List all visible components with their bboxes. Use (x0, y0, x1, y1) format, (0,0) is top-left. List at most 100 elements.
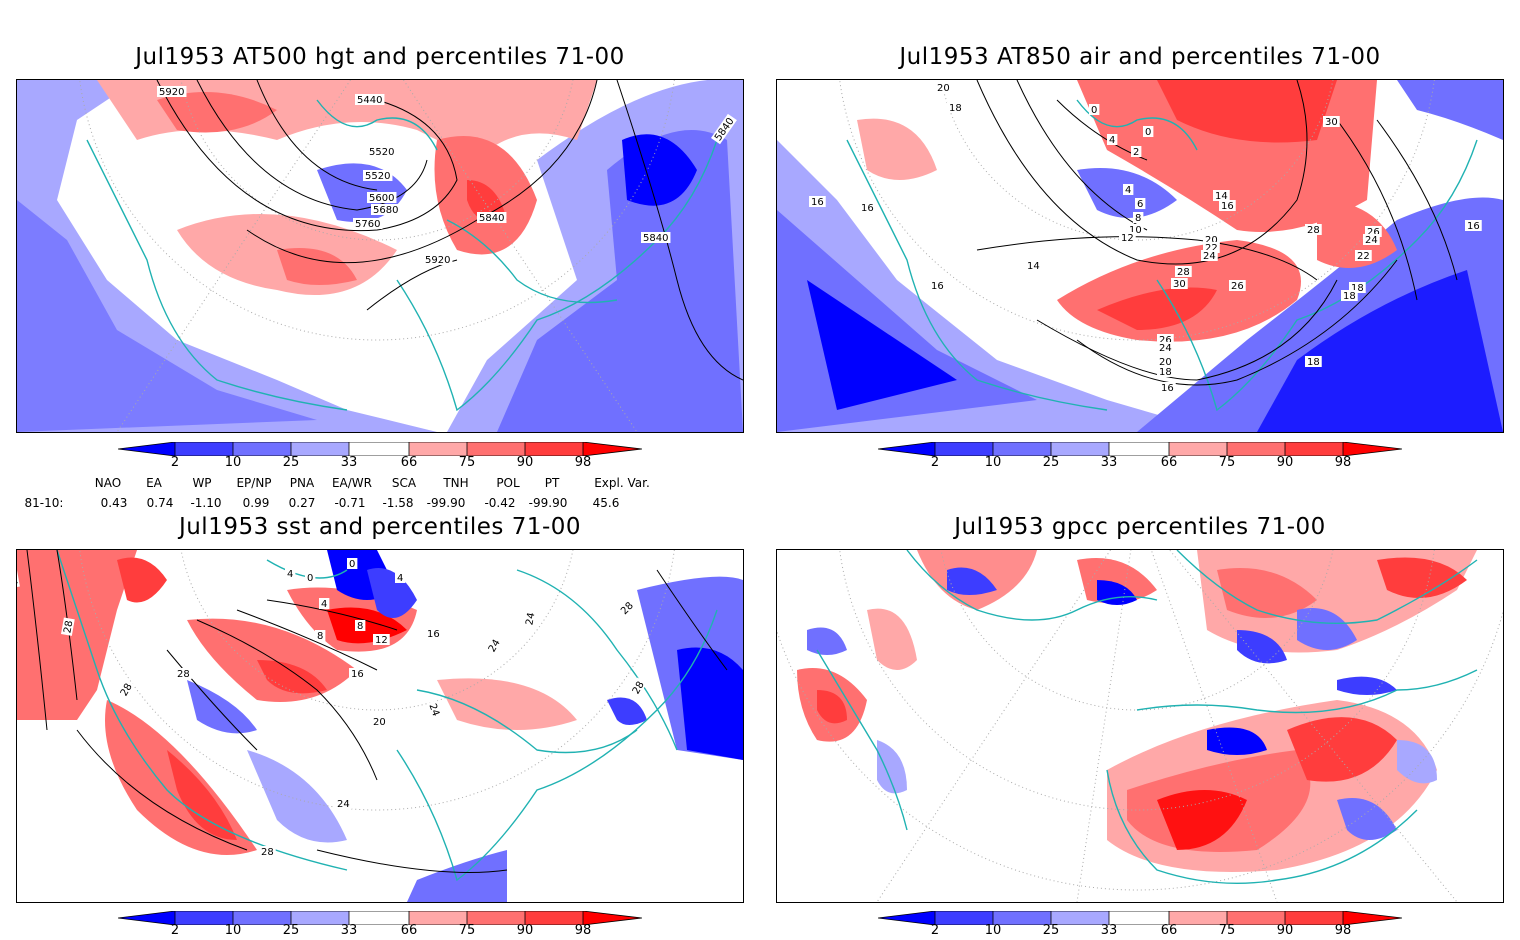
contour-label: 20 (1157, 356, 1174, 368)
index-value: 0.27 (288, 496, 316, 510)
colorbar-tick: 66 (400, 455, 418, 470)
colorbar-tick: 90 (516, 923, 534, 938)
svg-text:8: 8 (357, 621, 363, 632)
index-header: PNA (289, 476, 315, 490)
svg-text:22: 22 (1205, 243, 1218, 254)
contour-label: 26 (1365, 226, 1382, 238)
index-value: 0.99 (242, 496, 270, 510)
svg-text:20: 20 (937, 83, 950, 94)
svg-text:16: 16 (351, 669, 364, 680)
blue-anomaly-bottom (407, 850, 507, 902)
svg-text:0: 0 (1145, 127, 1151, 138)
panel3-title: Jul1953 sst and percentiles 71-00 (178, 514, 582, 540)
svg-text:26: 26 (1367, 227, 1380, 238)
svg-text:18: 18 (1351, 283, 1364, 294)
contour-label: 20 (935, 82, 952, 94)
contour-label: 30 (1323, 116, 1340, 128)
colorbar-tick: 90 (516, 455, 534, 470)
contour-label: 18 (1157, 366, 1174, 378)
panel2-contour-labels: 20 18 0 4 0 2 30 16 4 6 8 10 12 14 16 14… (809, 82, 1482, 394)
contour-label: 0 (305, 572, 316, 584)
index-value: -99.90 (528, 496, 568, 510)
contour-label: 8 (355, 620, 366, 632)
svg-text:14: 14 (1027, 261, 1040, 272)
index-header: SCA (391, 476, 417, 490)
svg-text:28: 28 (1307, 225, 1320, 236)
index-value: 0.74 (146, 496, 174, 510)
contour-label: 6 (1135, 198, 1146, 210)
colorbar-tick: 98 (574, 923, 592, 938)
colorbar-tick: 25 (1042, 455, 1060, 470)
blue-anomaly-west-dark (17, 200, 317, 432)
blue-anomaly-west-core (807, 280, 957, 410)
contour-label: 24 (426, 700, 443, 720)
colorbar-tick: 25 (282, 923, 300, 938)
contour-label: 5840 (641, 232, 671, 244)
blue-anomaly-north2 (367, 568, 417, 618)
svg-text:4: 4 (397, 573, 403, 584)
svg-text:28: 28 (177, 669, 190, 680)
svg-text:28: 28 (62, 620, 75, 634)
contour-label: 14 (1025, 260, 1042, 272)
contour-label: 16 (349, 668, 366, 680)
index-value: -0.42 (484, 496, 516, 510)
colorbar-svg (117, 441, 643, 457)
svg-text:5920: 5920 (425, 255, 450, 266)
contour-label: 5520 (367, 146, 397, 158)
index-header: WP (192, 476, 212, 490)
svg-text:10: 10 (1129, 225, 1142, 236)
precip-anomaly-africa (1107, 700, 1437, 872)
svg-text:18: 18 (1343, 291, 1356, 302)
contour-label: 24 (1157, 342, 1174, 354)
precip-anomaly-west (797, 550, 1157, 794)
blue-anomaly-east-core (1257, 270, 1503, 432)
contour-label: 26 (1157, 334, 1174, 346)
contour-label: 24 (1201, 250, 1218, 262)
contour-label: 12 (373, 634, 390, 646)
colorbar-tick: 2 (170, 923, 180, 938)
svg-text:5760: 5760 (355, 219, 380, 230)
svg-text:24: 24 (1159, 343, 1172, 354)
svg-text:5840: 5840 (643, 233, 668, 244)
svg-text:2: 2 (1133, 147, 1139, 158)
blue-anomaly-east-mid (497, 130, 743, 432)
svg-text:5920: 5920 (159, 87, 184, 98)
colorbar-tick: 33 (1100, 923, 1118, 938)
svg-text:26: 26 (1231, 281, 1244, 292)
svg-text:24: 24 (337, 799, 350, 810)
contour-label: 5440 (355, 94, 385, 106)
teleconnection-indices: NAO EA WP EP/NP PNA EA/WR SCA TNH POL PT… (0, 474, 760, 514)
colorbar-tick: 75 (458, 923, 476, 938)
contour-label: 5600 (367, 192, 397, 204)
blue-anomaly-east-core (677, 647, 743, 760)
colorbar-tick: 66 (400, 923, 418, 938)
colorbar-panel3: 2 10 25 33 66 75 90 98 (117, 910, 643, 938)
contour-label: 28 (60, 617, 75, 636)
colorbar-panel2: 2 10 25 33 66 75 90 98 (877, 441, 1403, 470)
panel3-svg: 24 28 28 28 4 0 0 4 4 8 8 12 16 16 20 24… (17, 550, 743, 902)
panel3-contour-labels: 24 28 28 28 4 0 0 4 4 8 8 12 16 16 20 24… (17, 558, 647, 858)
svg-text:28: 28 (1177, 267, 1190, 278)
index-value: 0.43 (100, 496, 128, 510)
svg-text:16: 16 (427, 629, 440, 640)
colorbar-svg (117, 910, 643, 926)
red-anomaly-belt-mid (277, 248, 357, 285)
contour-label: 16 (929, 280, 946, 292)
panel2-map: 20 18 0 4 0 2 30 16 4 6 8 10 12 14 16 14… (776, 79, 1504, 433)
svg-text:20: 20 (373, 717, 386, 728)
svg-text:4: 4 (321, 599, 327, 610)
index-header: Expl. Var. (594, 476, 650, 490)
colorbar-svg (877, 441, 1403, 457)
svg-text:24: 24 (426, 702, 441, 718)
temperature-contours (976, 80, 1458, 386)
red-anomaly-left (857, 118, 937, 180)
index-header: EP/NP (236, 476, 272, 490)
svg-text:16: 16 (1221, 201, 1234, 212)
contour-label: 16 (425, 628, 442, 640)
contour-label: 20 (1203, 234, 1220, 246)
index-value: -99.90 (426, 496, 466, 510)
svg-text:16: 16 (811, 197, 824, 208)
contour-label: 24 (1363, 234, 1380, 246)
colorbar-tick: 33 (1100, 455, 1118, 470)
blue-anomaly-top-right (1397, 80, 1503, 140)
